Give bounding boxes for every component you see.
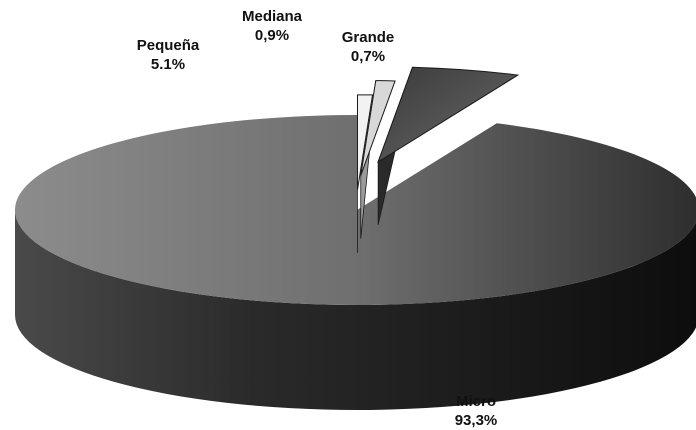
slice-label-pequena: Pequeña 5.1% <box>118 36 218 74</box>
slice-name-pequena: Pequeña <box>118 36 218 55</box>
slice-value-pequena: 5.1% <box>118 55 218 74</box>
slice-label-micro: Micro 93,3% <box>426 392 526 430</box>
slice-name-grande: Grande <box>318 28 418 47</box>
slice-value-mediana: 0,9% <box>222 26 322 45</box>
pie-slice-micro <box>15 115 696 305</box>
slice-label-grande: Grande 0,7% <box>318 28 418 66</box>
slice-name-micro: Micro <box>426 392 526 411</box>
slice-label-mediana: Mediana 0,9% <box>222 7 322 45</box>
slice-value-grande: 0,7% <box>318 47 418 66</box>
slice-value-micro: 93,3% <box>426 411 526 430</box>
slice-name-mediana: Mediana <box>222 7 322 26</box>
